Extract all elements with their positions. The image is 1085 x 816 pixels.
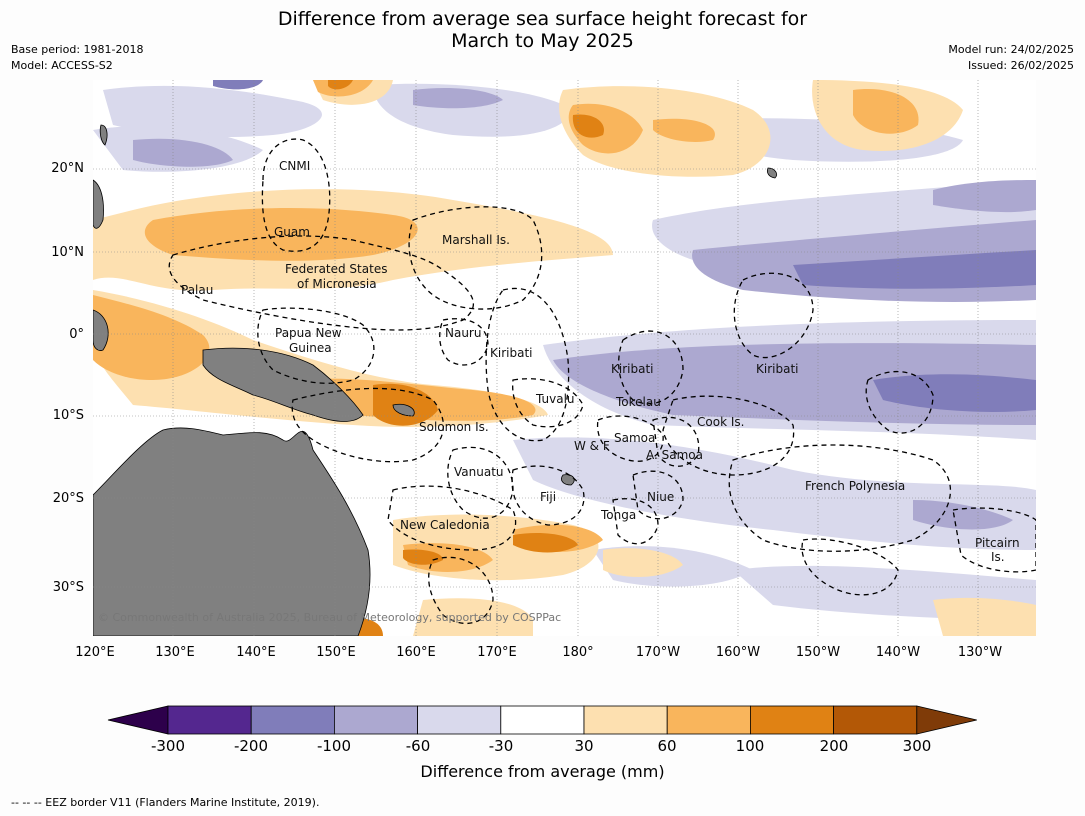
gridlines: [93, 80, 1036, 636]
place-wf: W & F: [574, 439, 610, 453]
place-tokelau: Tokelau: [615, 395, 661, 409]
philippines: [93, 179, 104, 229]
eez-footnote: -- -- -- EEZ border V11 (Flanders Marine…: [11, 796, 320, 809]
base-period: Base period: 1981-2018: [11, 43, 144, 56]
australia: [93, 427, 371, 636]
lon-label-160e: 160°E: [396, 645, 436, 660]
meta-left: Base period: 1981-2018 Model: ACCESS-S2: [11, 42, 143, 74]
lon-label-170e: 170°E: [477, 645, 517, 660]
place-png-1: Papua New: [275, 326, 342, 340]
colorbar-label: -300: [150, 737, 186, 755]
lat-label-20n: 20°N: [51, 161, 84, 176]
lon-label-140w: 140°W: [875, 645, 921, 660]
colorbar-segment: [167, 705, 252, 735]
place-palau: Palau: [181, 283, 213, 297]
colorbar-segment: [666, 705, 751, 735]
place-tuvalu: Tuvalu: [535, 392, 575, 406]
lat-label-20s: 20°S: [52, 491, 84, 506]
place-cnmi: CNMI: [279, 159, 310, 173]
place-png-2: Guinea: [289, 341, 332, 355]
colorbar-label: -30: [488, 737, 514, 755]
lat-label-10n: 10°N: [51, 245, 84, 260]
lon-label-120e: 120°E: [75, 645, 115, 660]
anomaly-dark-purple: [213, 80, 1036, 412]
colorbar-label: 200: [819, 737, 849, 755]
eez-borders: [168, 138, 1036, 624]
colorbar-segment: [250, 705, 335, 735]
colorbar-label: 100: [735, 737, 765, 755]
model-name: Model: ACCESS-S2: [11, 59, 113, 72]
lon-label-160w: 160°W: [715, 645, 761, 660]
place-pitcairn-1: Pitcairn: [975, 536, 1020, 550]
place-tonga: Tonga: [600, 508, 636, 522]
place-labels: CNMI Guam Marshall Is. Federated States …: [181, 159, 1020, 564]
colorbar-label: 300: [902, 737, 932, 755]
place-samoa: Samoa: [614, 431, 655, 445]
landmasses: [93, 124, 777, 636]
lat-label-0: 0°: [69, 327, 84, 342]
place-kiribati-west: Kiribati: [490, 346, 532, 360]
lon-label-130w: 130°W: [957, 645, 1003, 660]
lon-label-130e: 130°E: [155, 645, 195, 660]
place-solomon: Solomon Is.: [419, 420, 489, 434]
title-line-1: Difference from average sea surface heig…: [277, 8, 808, 30]
copyright-credit: © Commonwealth of Australia 2025, Bureau…: [98, 611, 561, 624]
hawaii: [767, 167, 777, 179]
place-kiribati-east: Kiribati: [756, 362, 798, 376]
colorbar: [107, 705, 977, 735]
place-kiribati-central: Kiribati: [611, 362, 653, 376]
colorbar-label: -100: [316, 737, 352, 755]
lat-label-30s: 30°S: [52, 580, 84, 595]
fiji: [561, 474, 575, 486]
place-vanuatu: Vanuatu: [454, 465, 504, 479]
lon-label-180: 180°: [562, 645, 594, 660]
place-fiji: Fiji: [540, 490, 556, 504]
place-fsm-1: Federated States: [285, 262, 387, 276]
place-pitcairn-2: Is.: [991, 550, 1005, 564]
title-line-2: March to May 2025: [451, 30, 634, 52]
place-cook: Cook Is.: [697, 415, 744, 429]
solomon-islands: [392, 403, 415, 417]
map-title: Difference from average sea surface heig…: [0, 8, 1085, 52]
meta-right: Model run: 24/02/2025 Issued: 26/02/2025: [948, 42, 1074, 74]
anomaly-orange: [93, 80, 919, 572]
colorbar-extend-low: [107, 705, 169, 735]
sea-level-map: CNMI Guam Marshall Is. Federated States …: [93, 80, 1036, 636]
taiwan: [99, 124, 108, 146]
place-newcal: New Caledonia: [400, 518, 490, 532]
colorbar-segment: [750, 705, 835, 735]
colorbar-segment: [333, 705, 418, 735]
borneo: [93, 309, 109, 351]
colorbar-title: Difference from average (mm): [420, 762, 665, 781]
issued-date: Issued: 26/02/2025: [967, 59, 1074, 72]
colorbar-segment: [500, 705, 585, 735]
place-asamoa: A. Samoa: [646, 448, 703, 462]
place-niue: Niue: [647, 490, 674, 504]
colorbar-label: -200: [233, 737, 269, 755]
colorbar-extend-high: [916, 705, 977, 735]
lon-label-150e: 150°E: [316, 645, 356, 660]
colorbar-label: -60: [405, 737, 431, 755]
place-nauru: Nauru: [445, 326, 481, 340]
place-marshall: Marshall Is.: [442, 233, 510, 247]
place-fp: French Polynesia: [805, 479, 905, 493]
model-run: Model run: 24/02/2025: [948, 43, 1074, 56]
place-guam: Guam: [274, 225, 310, 239]
colorbar-label: 30: [574, 737, 594, 755]
lon-label-170w: 170°W: [635, 645, 681, 660]
lon-label-140e: 140°E: [236, 645, 276, 660]
lat-label-10s: 10°S: [52, 408, 84, 423]
colorbar-segment: [417, 705, 502, 735]
lon-label-150w: 150°W: [795, 645, 841, 660]
new-guinea: [202, 347, 364, 422]
colorbar-segment: [833, 705, 918, 735]
place-fsm-2: of Micronesia: [297, 277, 377, 291]
colorbar-label: 60: [657, 737, 677, 755]
colorbar-segment: [583, 705, 668, 735]
